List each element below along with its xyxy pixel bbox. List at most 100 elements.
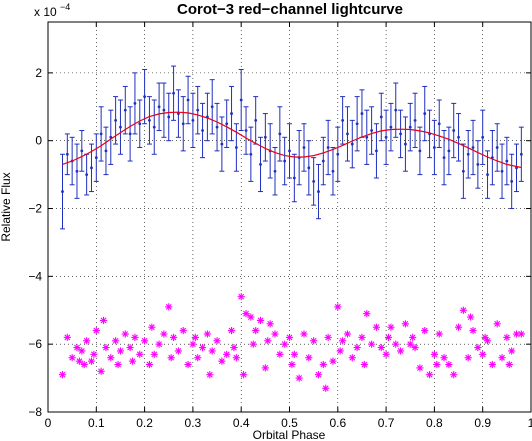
errorbar-point xyxy=(209,79,215,135)
residual-point xyxy=(392,340,400,348)
residual-point xyxy=(416,364,424,372)
asterisk-stroke xyxy=(103,344,109,351)
asterisk-stroke xyxy=(503,334,510,341)
residual-point xyxy=(295,374,303,382)
asterisk-stroke xyxy=(168,354,175,361)
residual-point xyxy=(396,347,405,355)
residual-point xyxy=(223,350,231,358)
errorbar-point xyxy=(460,143,466,199)
residual-point xyxy=(116,347,125,355)
errorbar-point xyxy=(383,109,389,165)
errorbar-point xyxy=(441,130,447,186)
asterisk-stroke xyxy=(296,375,303,382)
residual-point xyxy=(249,340,257,348)
y-axis-label: Relative Flux xyxy=(0,172,13,241)
asterisk-stroke xyxy=(231,344,237,351)
residual-point xyxy=(73,343,81,352)
asterisk-stroke xyxy=(286,334,293,341)
asterisk-stroke xyxy=(199,344,206,351)
errorbar-point xyxy=(185,75,191,125)
x-tick-label: 0.6 xyxy=(329,416,346,430)
residual-point xyxy=(488,360,496,369)
data-point xyxy=(244,129,248,132)
residual-point xyxy=(368,340,376,348)
errorbar-point xyxy=(59,153,65,230)
data-point xyxy=(360,112,364,115)
data-point xyxy=(119,125,122,129)
residual-point xyxy=(242,310,250,318)
errorbar-point xyxy=(253,96,259,145)
residual-point xyxy=(454,323,463,331)
asterisk-stroke xyxy=(206,371,213,378)
data-point xyxy=(225,122,229,126)
data-point xyxy=(288,149,291,153)
residual-point xyxy=(372,323,381,331)
asterisk-stroke xyxy=(98,368,105,375)
asterisk-stroke xyxy=(470,327,476,334)
residual-point xyxy=(68,354,76,362)
asterisk-stroke xyxy=(189,341,196,348)
errorbar-point xyxy=(195,85,201,135)
errorbar-point xyxy=(224,99,230,148)
residual-point xyxy=(121,330,129,338)
errorbar-point xyxy=(175,89,181,138)
data-point xyxy=(505,159,509,163)
asterisk-stroke xyxy=(433,361,440,368)
data-point xyxy=(452,129,456,132)
errorbar-point xyxy=(509,153,515,210)
residual-point xyxy=(218,357,226,365)
errorbar-point xyxy=(518,126,524,182)
data-point xyxy=(312,179,316,183)
residual-point xyxy=(237,293,245,301)
residual-point xyxy=(99,316,108,325)
residual-point xyxy=(474,343,482,352)
residual-point xyxy=(384,333,393,341)
asterisk-stroke xyxy=(170,334,177,341)
asterisk-stroke xyxy=(450,371,457,378)
asterisk-stroke xyxy=(436,331,443,337)
asterisk-stroke xyxy=(363,310,370,317)
errorbar-point xyxy=(84,153,90,196)
residual-point xyxy=(406,340,414,348)
asterisk-stroke xyxy=(506,361,513,368)
asterisk-stroke xyxy=(494,320,501,327)
data-point xyxy=(486,173,489,177)
errorbar-point xyxy=(398,109,404,159)
residual-point xyxy=(227,327,236,335)
errorbar-point xyxy=(296,130,302,186)
errorbar-point xyxy=(388,102,394,152)
residual-point xyxy=(483,337,492,345)
data-point xyxy=(408,125,412,129)
asterisk-stroke xyxy=(320,361,327,368)
residual-point xyxy=(90,350,98,358)
data-point xyxy=(336,152,340,156)
asterisk-stroke xyxy=(180,327,187,334)
y-tick-label: −6 xyxy=(28,337,42,351)
data-point xyxy=(500,169,504,173)
asterisk-stroke xyxy=(252,327,259,334)
data-point xyxy=(495,146,499,149)
asterisk-stroke xyxy=(276,351,283,358)
residual-point xyxy=(232,354,240,362)
asterisk-stroke xyxy=(460,307,467,314)
asterisk-stroke xyxy=(513,331,520,337)
asterisk-stroke xyxy=(165,303,172,310)
errorbar-point xyxy=(494,123,500,172)
data-point xyxy=(365,135,369,139)
residual-point xyxy=(409,333,417,341)
x-tick-label: 0.2 xyxy=(136,416,153,430)
residual-point xyxy=(141,337,149,345)
data-point xyxy=(404,142,407,146)
chart-title: Corot−3 red−channel lightcurve xyxy=(177,1,403,18)
errorbar-point xyxy=(407,102,413,152)
asterisk-stroke xyxy=(354,344,361,351)
errorbar-point xyxy=(282,136,288,186)
x-tick-label: 0.1 xyxy=(88,416,105,430)
asterisk-stroke xyxy=(361,361,368,368)
x-tick-label: 0.9 xyxy=(474,416,491,430)
data-point xyxy=(172,91,175,95)
errorbar-point xyxy=(402,116,408,172)
residual-point xyxy=(339,337,347,345)
x-tick-label: 0 xyxy=(45,416,52,430)
tick-labels: 0 0.1 0.2 0.3 0.4 0.5 0.6 0.7 0.8 0.9 1 −8 −6 −4 −2 0 2 xyxy=(28,66,532,430)
